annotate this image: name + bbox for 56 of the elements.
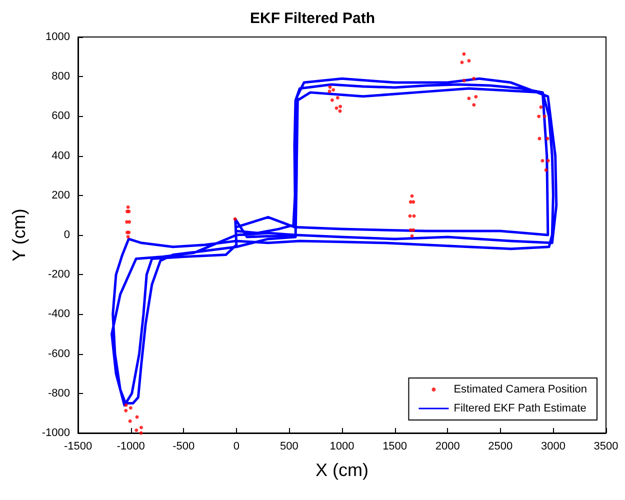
point [338,104,342,108]
point [124,403,128,407]
point [472,76,476,80]
point [462,78,466,82]
y-tick-label: -1000 [42,427,70,439]
y-tick-label: -400 [48,308,70,320]
point [542,114,546,118]
y-tick-label: 600 [52,110,70,122]
point [332,88,336,92]
point [134,428,138,432]
point [336,96,340,100]
point [330,98,334,102]
point [128,419,132,423]
point [474,95,478,99]
point [537,114,541,118]
y-tick-label: 200 [52,189,70,202]
x-tick-label: 1000 [330,440,354,452]
y-tick-label: 400 [52,150,70,162]
legend-label: Filtered EKF Path Estimate [454,402,586,414]
point [128,406,132,410]
point [538,136,542,140]
x-tick-label: 0 [233,440,240,452]
y-tick-label: 1000 [46,31,70,43]
point [126,205,130,209]
y-tick-label: -800 [48,387,70,400]
point [126,235,130,239]
chart-title: EKF Filtered Path [250,10,376,27]
point [539,105,543,109]
y-tick-label: 800 [52,70,70,83]
point [125,220,129,224]
x-axis-title: X (cm) [316,460,368,480]
x-tick-label: 3500 [594,440,618,452]
point [472,103,476,107]
point [540,159,544,162]
y-tick-label: 0 [64,229,70,241]
x-tick-label: 1500 [382,440,408,452]
point [140,426,144,430]
point [546,159,550,162]
x-tick-label: 3000 [540,440,566,452]
legend-label: Estimated Camera Position [454,384,588,396]
x-tick-label: -1000 [116,440,145,452]
y-tick-label: -200 [48,268,70,281]
point [408,228,412,232]
x-tick-label: 500 [280,440,298,452]
x-tick-label: 2500 [488,440,513,452]
point [408,200,412,204]
point [124,408,128,412]
x-tick-label: 2000 [435,440,460,452]
point [328,85,332,89]
point [467,59,471,63]
x-tick-label: -1500 [64,440,92,452]
point [460,60,464,64]
y-axis-title: Y (cm) [9,208,29,262]
point [467,96,471,100]
y-tick-label: -600 [48,348,70,360]
x-tick-label: -500 [172,440,195,452]
